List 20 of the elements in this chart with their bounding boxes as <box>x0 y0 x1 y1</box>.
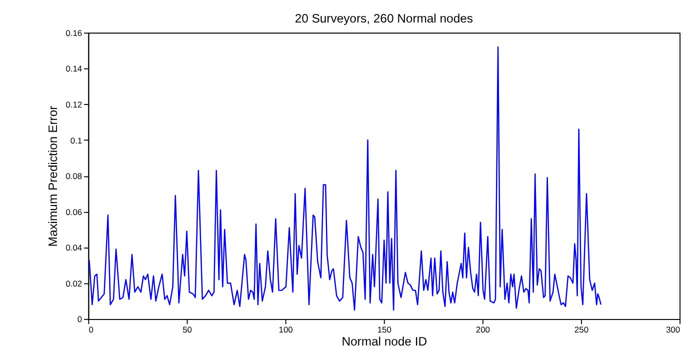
y-axis-title: Maximum Prediction Error <box>46 106 60 247</box>
x-axis-title: Normal node ID <box>342 334 428 349</box>
x-tick-label: 0 <box>88 324 94 335</box>
y-tick-label: 0.1 <box>70 135 82 146</box>
line-series <box>88 46 602 311</box>
y-tick-label: 0.02 <box>66 278 82 288</box>
y-tick-label: 0.06 <box>66 206 82 217</box>
x-tick-label: 250 <box>574 324 589 335</box>
y-tick-label: 0.16 <box>66 28 82 38</box>
y-tick-label: 0.12 <box>66 100 82 110</box>
x-tick-label: 50 <box>182 324 192 335</box>
y-tick-label: 0.04 <box>66 242 82 253</box>
x-tick-label: 300 <box>666 324 680 335</box>
y-tick-label: 0.14 <box>66 64 82 74</box>
x-tick-label: 200 <box>476 324 490 335</box>
y-tick-label: 0.08 <box>66 171 82 182</box>
y-tick-label: 0 <box>77 314 82 324</box>
x-tick-label: 150 <box>377 324 392 335</box>
chart-title: 20 Surveyors, 260 Normal nodes <box>294 11 473 26</box>
x-tick-label: 100 <box>278 324 294 335</box>
